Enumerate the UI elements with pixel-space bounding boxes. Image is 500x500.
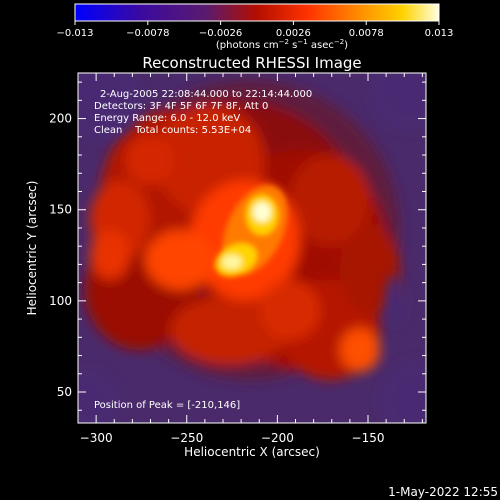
- y-tick-label: 200: [49, 112, 72, 126]
- colorbar-tick-label: −0.0026: [199, 28, 242, 39]
- x-tick-label: −300: [80, 431, 113, 445]
- x-axis-label: Heliocentric X (arcsec): [184, 445, 320, 459]
- colorbar-tick-label: 0.013: [425, 28, 454, 39]
- x-tick-label: −150: [352, 431, 385, 445]
- annotation-time-range: 2-Aug-2005 22:08:44.000 to 22:14:44.000: [100, 89, 312, 100]
- colorbar-units-label: (photons cm−2 s−1 asec−2): [216, 38, 348, 51]
- annotation-clean-counts: Clean Total counts: 5.53E+04: [94, 125, 251, 136]
- y-tick-label: 150: [49, 203, 72, 217]
- y-axis: 50 100 150 200: [49, 81, 426, 411]
- colorbar-tick-label: 0.0078: [349, 28, 384, 39]
- image-annotations: 2-Aug-2005 22:08:44.000 to 22:14:44.000 …: [94, 89, 312, 411]
- heatmap-dark-regions: [78, 73, 426, 423]
- colorbar-gradient: [74, 3, 440, 22]
- colorbar-tick-label: −0.0078: [126, 28, 169, 39]
- y-tick-label: 100: [49, 294, 72, 308]
- heatmap-image: [78, 73, 426, 423]
- plot-frame: [77, 72, 427, 424]
- annotation-detectors: Detectors: 3F 4F 5F 6F 7F 8F, Att 0: [94, 101, 268, 112]
- flare-core: [215, 184, 288, 277]
- colorbar: −0.013 −0.0078 −0.0026 0.0026 0.0078 0.013 (p…: [56, 3, 453, 51]
- colorbar-tick-label: 0.0026: [276, 28, 311, 39]
- y-tick-label: 50: [57, 385, 72, 399]
- y-axis-label: Heliocentric Y (arcsec): [25, 181, 39, 316]
- x-tick-label: −200: [261, 431, 294, 445]
- chart-title: Reconstructed RHESSI Image: [142, 54, 361, 72]
- colorbar-ticks: −0.013 −0.0078 −0.0026 0.0026 0.0078 0.013: [56, 21, 453, 39]
- colorbar-tick-label: −0.013: [56, 28, 93, 39]
- annotation-peak-position: Position of Peak = [-210,146]: [94, 400, 240, 411]
- x-tick-label: −250: [170, 431, 203, 445]
- annotation-energy-range: Energy Range: 6.0 - 12.0 keV: [94, 113, 240, 124]
- x-axis: −300 −250 −200 −150: [77, 73, 423, 445]
- plot-timestamp: 1-May-2022 12:55: [388, 485, 498, 499]
